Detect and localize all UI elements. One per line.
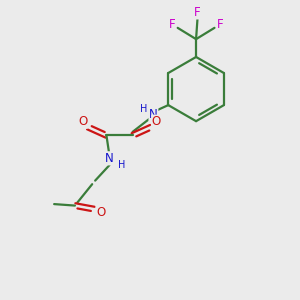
Text: F: F [217,18,223,31]
Text: N: N [149,107,158,121]
Text: F: F [194,6,201,19]
Text: O: O [96,206,105,219]
Text: H: H [118,160,126,170]
Text: H: H [140,104,147,114]
Text: N: N [105,152,114,165]
Text: O: O [78,115,87,128]
Text: F: F [169,18,175,31]
Text: O: O [152,115,161,128]
